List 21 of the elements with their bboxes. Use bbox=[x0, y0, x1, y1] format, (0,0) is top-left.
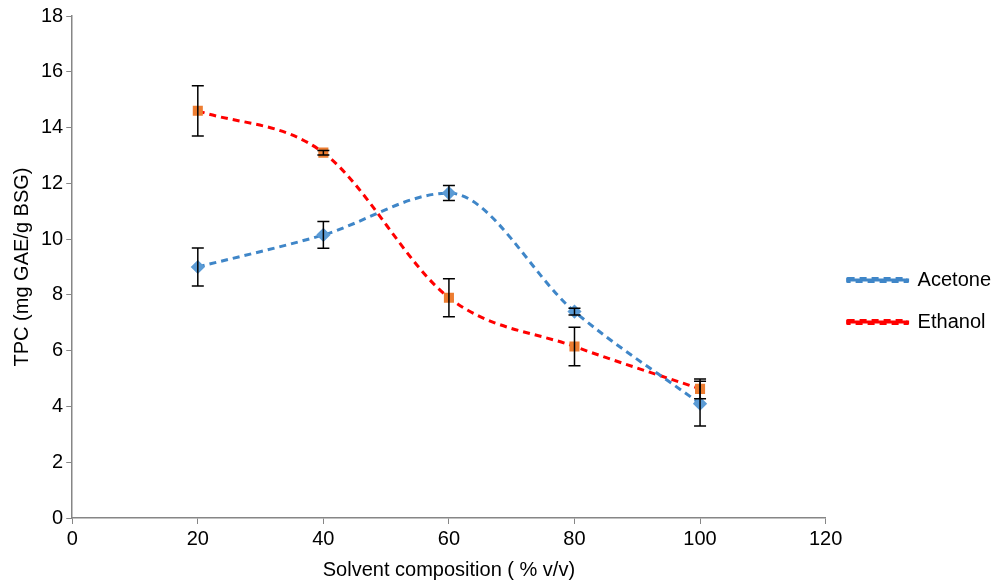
legend-label: Acetone bbox=[917, 267, 991, 290]
y-tick-label: 8 bbox=[52, 282, 64, 305]
y-tick-label: 4 bbox=[52, 393, 64, 416]
y-tick-label: 16 bbox=[41, 59, 64, 82]
x-tick-label: 0 bbox=[66, 526, 78, 549]
x-tick-label: 60 bbox=[437, 526, 461, 549]
y-tick-label: 18 bbox=[41, 3, 64, 26]
y-tick-label: 2 bbox=[52, 449, 64, 472]
y-tick-label: 10 bbox=[41, 226, 64, 249]
y-tick-label: 0 bbox=[52, 505, 64, 528]
x-axis-title: Solvent composition ( % v/v) bbox=[322, 557, 576, 580]
x-tick-label: 40 bbox=[312, 526, 335, 549]
y-tick-label: 12 bbox=[41, 170, 64, 193]
y-tick-label: 6 bbox=[52, 338, 64, 361]
x-tick-label: 80 bbox=[563, 526, 586, 549]
legend-label: Ethanol bbox=[917, 309, 986, 332]
x-tick-label: 20 bbox=[186, 526, 209, 549]
y-tick-label: 14 bbox=[41, 115, 64, 138]
x-tick-label: 120 bbox=[808, 526, 843, 549]
y-axis-title: TPC (mg GAE/g BSG) bbox=[9, 167, 32, 367]
x-tick-label: 100 bbox=[683, 526, 717, 549]
